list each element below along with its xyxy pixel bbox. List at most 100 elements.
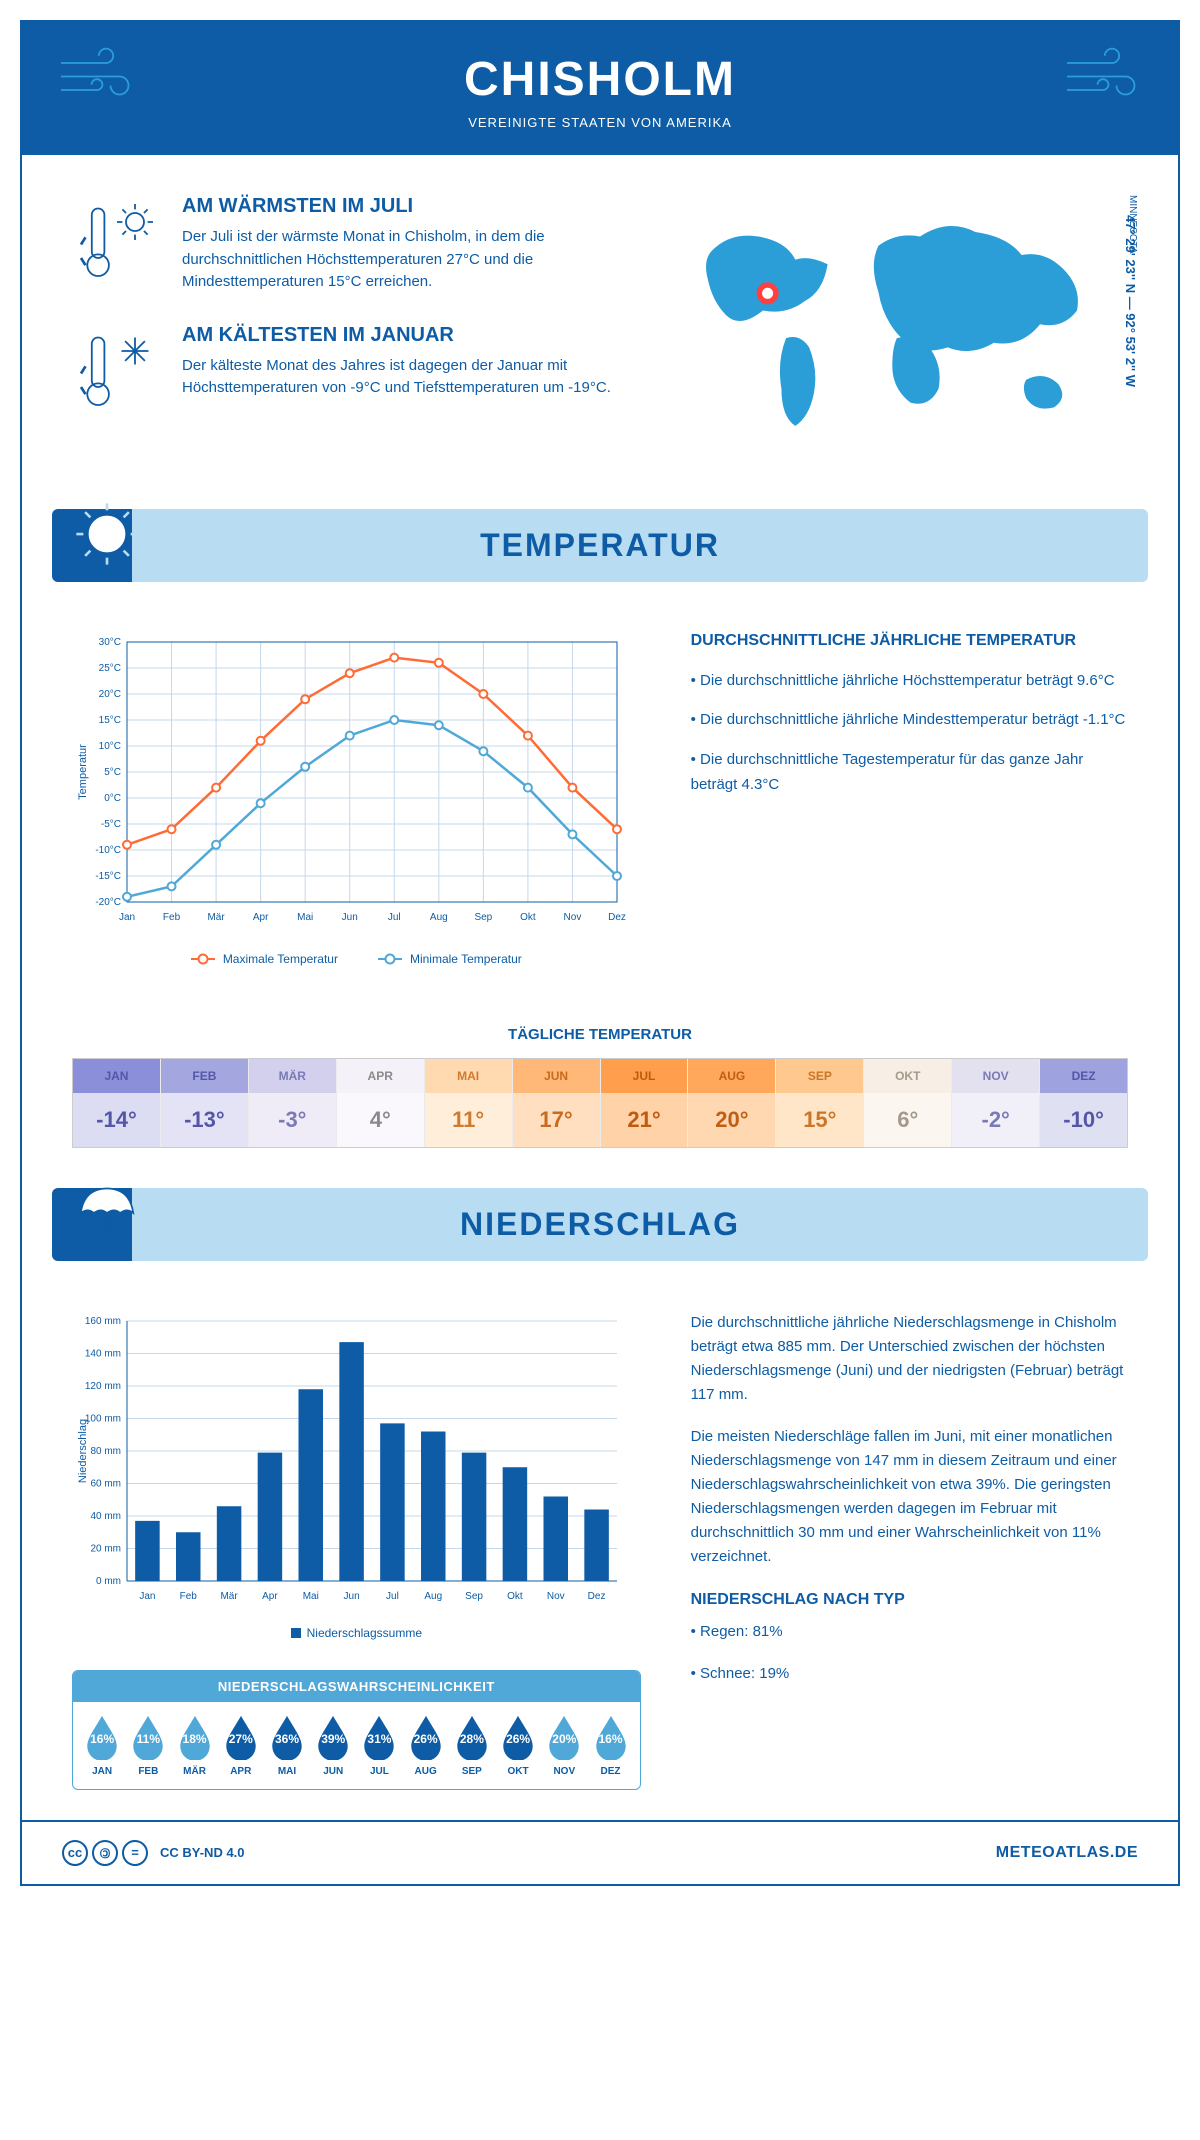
prob-cell: 28%SEP: [451, 1714, 493, 1777]
thermometer-sun-icon: [72, 195, 162, 294]
svg-text:-20°C: -20°C: [95, 897, 121, 908]
daily-cell: OKT6°: [864, 1059, 952, 1147]
temp-bullet: • Die durchschnittliche jährliche Höchst…: [691, 668, 1128, 694]
fact-text: Der Juli ist der wärmste Monat in Chisho…: [182, 226, 626, 294]
daily-cell: JUN17°: [513, 1059, 601, 1147]
svg-text:Aug: Aug: [424, 1591, 442, 1602]
section-header-precipitation: NIEDERSCHLAG: [52, 1188, 1148, 1261]
svg-text:Dez: Dez: [608, 912, 626, 923]
svg-text:Niederschlag: Niederschlag: [77, 1419, 89, 1483]
umbrella-icon: [72, 1178, 142, 1248]
header: CHISHOLM VEREINIGTE STAATEN VON AMERIKA: [22, 22, 1178, 155]
svg-text:Jul: Jul: [388, 912, 401, 923]
prob-cell: 36%MAI: [266, 1714, 308, 1777]
fact-title: AM WÄRMSTEN IM JULI: [182, 195, 626, 218]
temp-heading: DURCHSCHNITTLICHE JÄHRLICHE TEMPERATUR: [691, 632, 1128, 650]
svg-text:120 mm: 120 mm: [85, 1381, 121, 1392]
fact-warmest: AM WÄRMSTEN IM JULI Der Juli ist der wär…: [72, 195, 626, 294]
daily-cell: FEB-13°: [161, 1059, 249, 1147]
precip-para: Die durchschnittliche jährliche Niedersc…: [691, 1311, 1128, 1407]
svg-text:Okt: Okt: [507, 1591, 523, 1602]
prob-cell: 18%MÄR: [173, 1714, 215, 1777]
legend-max: Maximale Temperatur: [223, 952, 338, 966]
precip-type: • Regen: 81%: [691, 1620, 1128, 1644]
svg-text:20°C: 20°C: [99, 689, 121, 700]
svg-text:80 mm: 80 mm: [90, 1446, 121, 1457]
temperature-text: DURCHSCHNITTLICHE JÄHRLICHE TEMPERATUR •…: [691, 632, 1128, 966]
svg-text:15°C: 15°C: [99, 715, 121, 726]
svg-text:Dez: Dez: [588, 1591, 606, 1602]
precipitation-bar-chart: 0 mm 20 mm 40 mm 60 mm 80 mm 100 mm 120 mm 140 …: [72, 1311, 641, 1616]
svg-text:10°C: 10°C: [99, 741, 121, 752]
fact-text: Der kälteste Monat des Jahres ist dagege…: [182, 355, 626, 400]
precip-para: Die meisten Niederschläge fallen im Juni…: [691, 1425, 1128, 1569]
prob-cell: 31%JUL: [358, 1714, 400, 1777]
svg-text:140 mm: 140 mm: [85, 1348, 121, 1359]
precip-type-heading: NIEDERSCHLAG NACH TYP: [691, 1587, 1128, 1613]
coordinates: 47° 29' 23'' N — 92° 53' 2'' W: [1123, 215, 1138, 387]
footer: cc🄯= CC BY-ND 4.0 METEOATLAS.DE: [22, 1820, 1178, 1884]
svg-text:40 mm: 40 mm: [90, 1511, 121, 1522]
svg-text:Mai: Mai: [297, 912, 313, 923]
daily-temp-title: TÄGLICHE TEMPERATUR: [22, 1026, 1178, 1043]
svg-text:5°C: 5°C: [104, 767, 121, 778]
svg-text:Jan: Jan: [139, 1591, 155, 1602]
daily-temp-table: JAN-14°FEB-13°MÄR-3°APR4°MAI11°JUN17°JUL…: [72, 1058, 1128, 1148]
svg-text:Mär: Mär: [220, 1591, 238, 1602]
temperature-line-chart: -20°C-15°C-10°C-5°C0°C5°C10°C15°C20°C25°…: [72, 632, 641, 966]
svg-text:Mär: Mär: [207, 912, 225, 923]
svg-text:25°C: 25°C: [99, 663, 121, 674]
daily-cell: SEP15°: [776, 1059, 864, 1147]
cc-icons: cc🄯=: [62, 1840, 148, 1866]
daily-cell: MAI11°: [425, 1059, 513, 1147]
daily-cell: NOV-2°: [952, 1059, 1040, 1147]
temp-bullet: • Die durchschnittliche Tagestemperatur …: [691, 747, 1128, 798]
svg-text:-5°C: -5°C: [101, 819, 121, 830]
prob-title: NIEDERSCHLAGSWAHRSCHEINLICHKEIT: [73, 1671, 640, 1702]
svg-text:Mai: Mai: [303, 1591, 319, 1602]
daily-cell: APR4°: [337, 1059, 425, 1147]
site-label: METEOATLAS.DE: [996, 1844, 1138, 1862]
section-title: NIEDERSCHLAG: [460, 1206, 740, 1243]
svg-text:Temperatur: Temperatur: [77, 743, 89, 799]
svg-text:Apr: Apr: [253, 912, 269, 923]
daily-cell: DEZ-10°: [1040, 1059, 1127, 1147]
sun-icon: [72, 499, 142, 569]
daily-cell: MÄR-3°: [249, 1059, 337, 1147]
prob-cell: 16%DEZ: [589, 1714, 631, 1777]
svg-text:100 mm: 100 mm: [85, 1413, 121, 1424]
fact-title: AM KÄLTESTEN IM JANUAR: [182, 324, 626, 347]
svg-text:Jun: Jun: [342, 912, 358, 923]
svg-text:Sep: Sep: [474, 912, 492, 923]
svg-text:Jan: Jan: [119, 912, 135, 923]
svg-text:0 mm: 0 mm: [96, 1576, 121, 1587]
prob-cell: 26%OKT: [497, 1714, 539, 1777]
svg-text:Sep: Sep: [465, 1591, 483, 1602]
license-label: CC BY-ND 4.0: [160, 1845, 245, 1860]
temp-bullet: • Die durchschnittliche jährliche Mindes…: [691, 707, 1128, 733]
prob-cell: 16%JAN: [81, 1714, 123, 1777]
svg-text:Jun: Jun: [344, 1591, 360, 1602]
top-info: AM WÄRMSTEN IM JULI Der Juli ist der wär…: [22, 155, 1178, 489]
world-map: MINNESOTA 47° 29' 23'' N — 92° 53' 2'' W: [666, 195, 1128, 459]
svg-text:30°C: 30°C: [99, 637, 121, 648]
svg-text:0°C: 0°C: [104, 793, 121, 804]
precip-type: • Schnee: 19%: [691, 1662, 1128, 1686]
svg-text:60 mm: 60 mm: [90, 1478, 121, 1489]
precipitation-probability-box: NIEDERSCHLAGSWAHRSCHEINLICHKEIT 16%JAN11…: [72, 1670, 641, 1790]
bar-legend: Niederschlagssumme: [307, 1626, 422, 1640]
fact-coldest: AM KÄLTESTEN IM JANUAR Der kälteste Mona…: [72, 324, 626, 419]
svg-text:Jul: Jul: [386, 1591, 399, 1602]
city-title: CHISHOLM: [42, 52, 1158, 107]
svg-text:20 mm: 20 mm: [90, 1543, 121, 1554]
svg-text:160 mm: 160 mm: [85, 1316, 121, 1327]
svg-text:Nov: Nov: [547, 1591, 565, 1602]
infographic-container: CHISHOLM VEREINIGTE STAATEN VON AMERIKA …: [20, 20, 1180, 1886]
wind-icon: [52, 42, 142, 107]
section-header-temperature: TEMPERATUR: [52, 509, 1148, 582]
daily-cell: JUL21°: [601, 1059, 689, 1147]
svg-text:Okt: Okt: [520, 912, 536, 923]
daily-cell: JAN-14°: [73, 1059, 161, 1147]
legend-min: Minimale Temperatur: [410, 952, 522, 966]
precipitation-text: Die durchschnittliche jährliche Niedersc…: [691, 1311, 1128, 1790]
